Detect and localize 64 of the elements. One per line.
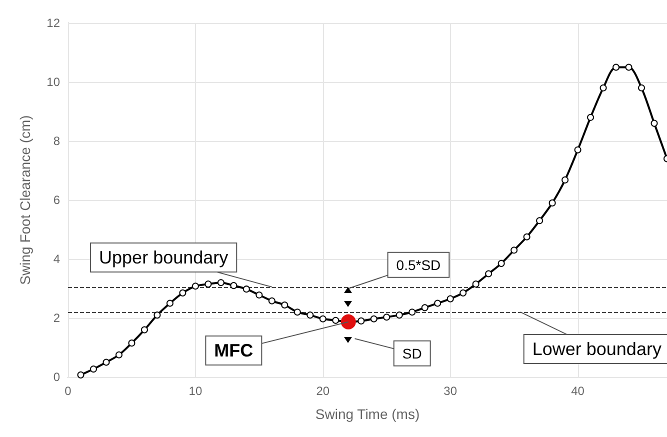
point — [179, 289, 186, 296]
point — [587, 114, 594, 121]
point — [102, 358, 110, 366]
point — [204, 280, 212, 288]
point — [498, 260, 505, 267]
annotation: 0.5*SD — [396, 256, 441, 273]
point — [472, 280, 480, 288]
point — [600, 84, 607, 92]
point — [358, 317, 365, 324]
point — [562, 176, 569, 184]
y-tick-label: 10 — [46, 75, 60, 89]
point — [332, 316, 340, 324]
point — [536, 217, 544, 224]
point — [128, 340, 136, 347]
ref-line-label: Upper boundary — [99, 248, 228, 268]
point — [650, 120, 658, 127]
y-tick-label: 6 — [53, 193, 60, 207]
x-tick-label: 0 — [64, 384, 72, 398]
point — [383, 314, 390, 321]
point — [281, 302, 288, 309]
point — [638, 84, 646, 92]
point — [625, 64, 632, 71]
y-tick-label: 12 — [46, 16, 60, 30]
point — [230, 282, 238, 290]
point — [90, 366, 97, 373]
x-tick-label: 40 — [571, 384, 585, 398]
point — [306, 312, 314, 319]
x-axis-title: Swing Time (ms) — [315, 406, 420, 422]
x-tick-label: 10 — [188, 384, 202, 398]
point — [154, 312, 161, 319]
point — [370, 315, 378, 322]
point — [166, 300, 174, 307]
point — [242, 286, 250, 293]
point — [396, 312, 403, 319]
point — [268, 297, 276, 304]
y-tick-label: 0 — [53, 370, 60, 384]
point — [217, 279, 224, 286]
y-tick-label: 2 — [53, 311, 60, 325]
point — [446, 295, 454, 302]
point — [319, 315, 326, 322]
point — [434, 300, 442, 307]
point — [140, 326, 148, 334]
point — [421, 304, 428, 312]
annotation: MFC — [214, 340, 254, 360]
point — [523, 233, 530, 240]
x-tick-label: 20 — [316, 384, 330, 398]
point — [77, 371, 84, 378]
point — [192, 282, 199, 290]
x-tick-label: 30 — [444, 384, 458, 398]
point — [115, 351, 122, 358]
point — [485, 270, 492, 278]
point — [510, 246, 518, 254]
point — [574, 146, 582, 154]
y-tick-label: 8 — [53, 134, 60, 148]
point — [612, 64, 620, 71]
ref-line-label: Lower boundary — [532, 338, 662, 359]
y-tick-label: 4 — [53, 252, 60, 266]
point — [294, 308, 301, 316]
point — [548, 199, 556, 206]
y-axis-title: Swing Foot Clearance (cm) — [17, 115, 33, 285]
point — [256, 291, 263, 298]
annotation: SD — [402, 345, 422, 362]
point — [408, 308, 416, 316]
point — [460, 289, 467, 296]
